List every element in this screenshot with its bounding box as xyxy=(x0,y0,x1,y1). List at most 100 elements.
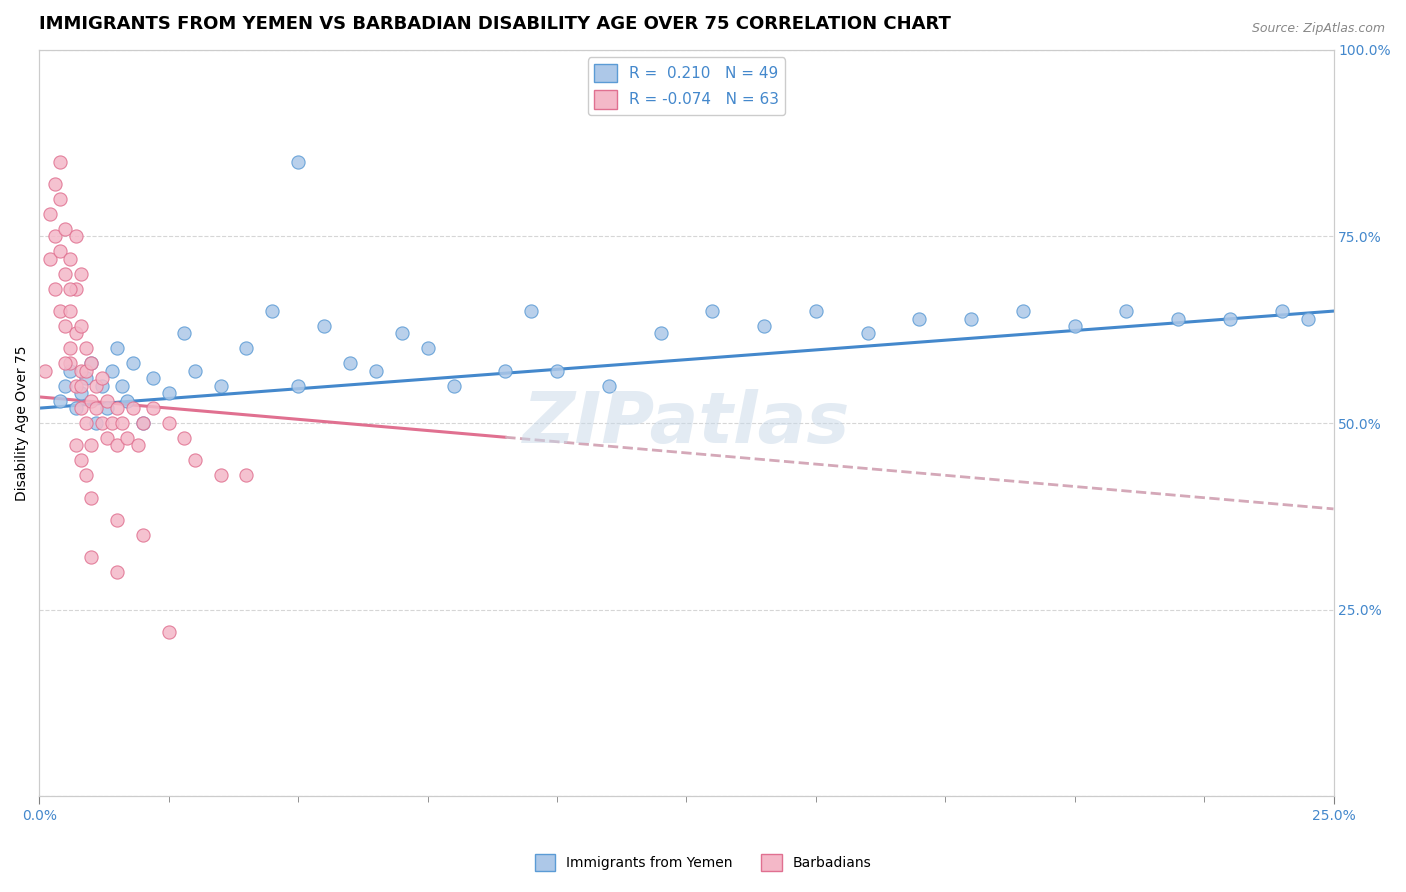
Point xyxy=(1271,304,1294,318)
Point xyxy=(65,438,87,452)
Point xyxy=(183,364,205,378)
Point xyxy=(364,364,387,378)
Point xyxy=(520,304,543,318)
Legend: Immigrants from Yemen, Barbadians: Immigrants from Yemen, Barbadians xyxy=(529,848,877,876)
Point xyxy=(209,378,232,392)
Point xyxy=(86,401,108,416)
Point xyxy=(1167,311,1189,326)
Point xyxy=(287,378,309,392)
Point xyxy=(804,304,827,318)
Point xyxy=(105,513,128,527)
Point xyxy=(69,267,91,281)
Point xyxy=(856,326,879,341)
Point xyxy=(157,625,180,640)
Point xyxy=(121,356,143,370)
Point xyxy=(69,453,91,467)
Point xyxy=(142,371,165,385)
Point xyxy=(173,431,195,445)
Point xyxy=(59,252,82,266)
Point xyxy=(75,416,97,430)
Point xyxy=(132,416,155,430)
Point xyxy=(90,371,112,385)
Point xyxy=(391,326,413,341)
Point xyxy=(53,222,76,236)
Point xyxy=(127,438,149,452)
Point xyxy=(90,416,112,430)
Point xyxy=(59,356,82,370)
Point xyxy=(960,311,983,326)
Point xyxy=(101,416,124,430)
Point xyxy=(75,364,97,378)
Point xyxy=(183,453,205,467)
Point xyxy=(1219,311,1241,326)
Point xyxy=(650,326,672,341)
Point xyxy=(86,416,108,430)
Point xyxy=(111,416,134,430)
Point xyxy=(49,393,72,408)
Point xyxy=(69,386,91,401)
Point xyxy=(416,342,439,356)
Point xyxy=(53,356,76,370)
Point xyxy=(235,342,257,356)
Point xyxy=(157,416,180,430)
Point xyxy=(80,550,103,565)
Point xyxy=(908,311,931,326)
Point xyxy=(105,438,128,452)
Point xyxy=(69,401,91,416)
Point xyxy=(546,364,568,378)
Point xyxy=(44,229,66,244)
Point xyxy=(75,371,97,385)
Point xyxy=(262,304,284,318)
Point xyxy=(38,252,60,266)
Point xyxy=(53,267,76,281)
Text: Source: ZipAtlas.com: Source: ZipAtlas.com xyxy=(1251,22,1385,36)
Point xyxy=(752,318,775,333)
Point xyxy=(157,386,180,401)
Point xyxy=(287,154,309,169)
Point xyxy=(34,364,56,378)
Point xyxy=(1296,311,1319,326)
Point xyxy=(209,468,232,483)
Point xyxy=(49,192,72,206)
Point xyxy=(117,393,139,408)
Point xyxy=(65,401,87,416)
Point xyxy=(1115,304,1137,318)
Point xyxy=(132,416,155,430)
Point xyxy=(96,393,118,408)
Point xyxy=(443,378,465,392)
Y-axis label: Disability Age Over 75: Disability Age Over 75 xyxy=(15,345,30,500)
Point xyxy=(105,566,128,580)
Point xyxy=(96,431,118,445)
Point xyxy=(65,326,87,341)
Point xyxy=(44,282,66,296)
Point xyxy=(49,304,72,318)
Point xyxy=(80,393,103,408)
Point xyxy=(80,356,103,370)
Point xyxy=(105,342,128,356)
Point xyxy=(1012,304,1035,318)
Point xyxy=(49,154,72,169)
Point xyxy=(339,356,361,370)
Text: ZIPatlas: ZIPatlas xyxy=(523,389,851,458)
Point xyxy=(59,342,82,356)
Point xyxy=(49,244,72,259)
Point xyxy=(69,364,91,378)
Point xyxy=(75,468,97,483)
Point xyxy=(80,491,103,505)
Point xyxy=(90,378,112,392)
Point xyxy=(142,401,165,416)
Point xyxy=(65,378,87,392)
Point xyxy=(65,229,87,244)
Point xyxy=(69,378,91,392)
Point xyxy=(69,318,91,333)
Point xyxy=(111,378,134,392)
Point xyxy=(59,364,82,378)
Point xyxy=(702,304,724,318)
Point xyxy=(132,528,155,542)
Point xyxy=(59,304,82,318)
Point xyxy=(80,438,103,452)
Text: IMMIGRANTS FROM YEMEN VS BARBADIAN DISABILITY AGE OVER 75 CORRELATION CHART: IMMIGRANTS FROM YEMEN VS BARBADIAN DISAB… xyxy=(39,15,952,33)
Point xyxy=(101,364,124,378)
Point xyxy=(105,401,128,416)
Point xyxy=(86,378,108,392)
